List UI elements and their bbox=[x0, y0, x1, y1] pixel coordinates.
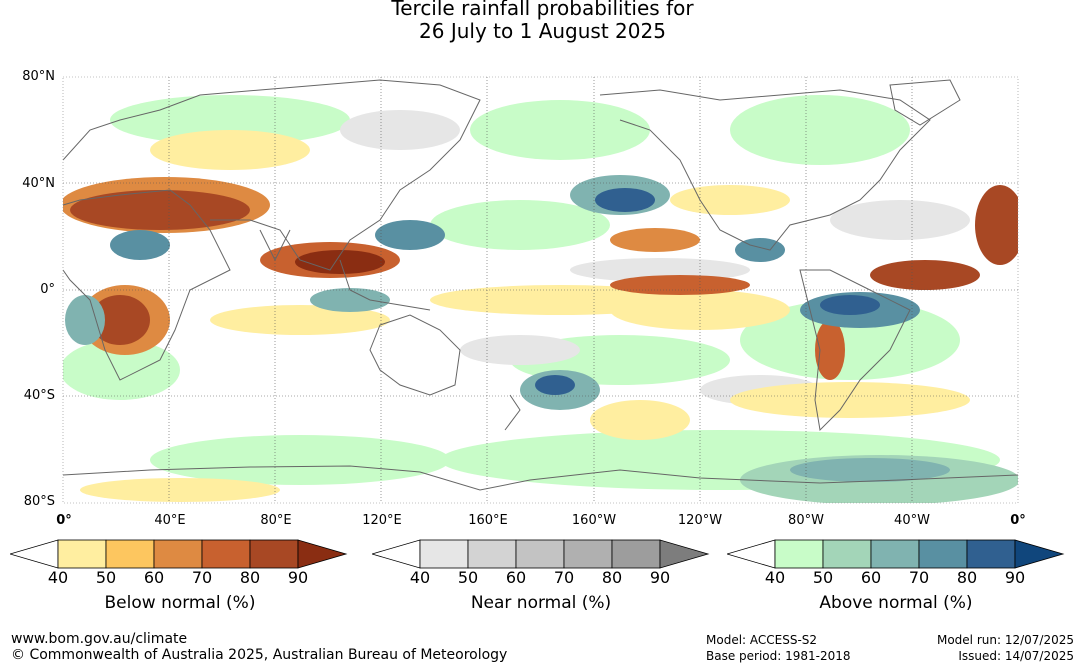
colorbar-segment bbox=[372, 539, 421, 569]
colorbar-tick-label: 60 bbox=[143, 568, 165, 587]
lat-label-40n: 40°N bbox=[22, 176, 55, 191]
map-title-line2: 26 July to 1 August 2025 bbox=[419, 19, 666, 43]
colorbar-tick-label: 80 bbox=[601, 568, 623, 587]
colorbar-tick-label: 70 bbox=[553, 568, 575, 587]
colorbar-segment bbox=[822, 539, 872, 569]
colorbar-tick-label: 80 bbox=[956, 568, 978, 587]
colorbar-segment bbox=[57, 539, 107, 569]
colorbar-segment bbox=[918, 539, 968, 569]
colorbar-tick-label: 70 bbox=[191, 568, 213, 587]
lat-label-80s: 80°S bbox=[23, 494, 55, 509]
lon-label-160w: 160°W bbox=[571, 513, 617, 528]
colorbar-segment bbox=[297, 539, 348, 569]
lat-label-0: 0° bbox=[40, 282, 55, 297]
colorbar-tick-label: 40 bbox=[47, 568, 69, 587]
colorbar-tick-label: 40 bbox=[764, 568, 786, 587]
colorbar-segment bbox=[105, 539, 155, 569]
lon-label-40w: 40°W bbox=[894, 513, 930, 528]
colorbar-segment bbox=[774, 539, 824, 569]
colorbar-segment bbox=[153, 539, 203, 569]
colorbar-below-normal bbox=[10, 539, 348, 569]
colorbar-tick-label: 60 bbox=[505, 568, 527, 587]
map-frame bbox=[62, 76, 1019, 504]
lon-label-0-right: 0° bbox=[1010, 513, 1026, 528]
colorbar-segment bbox=[515, 539, 565, 569]
footer-model-run: Model run: 12/07/2025 bbox=[936, 633, 1074, 647]
footer-copyright: © Commonwealth of Australia 2025, Austra… bbox=[11, 647, 508, 663]
colorbar-above-normal bbox=[727, 539, 1065, 569]
colorbar-tick-label: 90 bbox=[1004, 568, 1026, 587]
lat-label-40s: 40°S bbox=[23, 388, 55, 403]
lon-label-120w: 120°W bbox=[677, 513, 723, 528]
colorbar-tick-label: 50 bbox=[95, 568, 117, 587]
colorbar-near-normal bbox=[372, 539, 710, 569]
graticule bbox=[63, 77, 1018, 503]
lon-label-0-left: 0° bbox=[56, 513, 72, 528]
colorbar-segment bbox=[467, 539, 517, 569]
colorbar-tick-label: 90 bbox=[649, 568, 671, 587]
colorbar-tick-label: 70 bbox=[908, 568, 930, 587]
lon-label-80w: 80°W bbox=[788, 513, 824, 528]
footer-model: Model: ACCESS-S2 bbox=[706, 633, 818, 647]
colorbar-tick-label: 60 bbox=[860, 568, 882, 587]
colorbar-title-near: Near normal (%) bbox=[470, 593, 612, 613]
lon-label-120e: 120°E bbox=[362, 513, 402, 528]
colorbar-segment bbox=[611, 539, 661, 569]
footer-website: www.bom.gov.au/climate bbox=[11, 631, 188, 647]
footer-issued: Issued: 14/07/2025 bbox=[958, 649, 1074, 663]
lon-label-80e: 80°E bbox=[260, 513, 292, 528]
footer-base-period: Base period: 1981-2018 bbox=[706, 649, 851, 663]
colorbar-segment bbox=[201, 539, 251, 569]
lon-label-160e: 160°E bbox=[468, 513, 508, 528]
colorbar-segment bbox=[563, 539, 613, 569]
colorbar-segment bbox=[249, 539, 299, 569]
colorbar-segment bbox=[966, 539, 1016, 569]
colorbar-tick-label: 40 bbox=[409, 568, 431, 587]
colorbar-segment bbox=[727, 539, 776, 569]
colorbar-segment bbox=[10, 539, 59, 569]
colorbar-tick-label: 90 bbox=[287, 568, 309, 587]
lat-label-80n: 80°N bbox=[22, 69, 55, 84]
colorbar-tick-label: 80 bbox=[239, 568, 261, 587]
colorbar-tick-label: 50 bbox=[457, 568, 479, 587]
colorbar-segment bbox=[1014, 539, 1065, 569]
colorbar-segment bbox=[659, 539, 710, 569]
colorbar-tick-label: 50 bbox=[812, 568, 834, 587]
colorbar-title-above: Above normal (%) bbox=[819, 593, 973, 613]
map-title-line1: Tercile rainfall probabilities for bbox=[391, 0, 694, 20]
colorbar-title-below: Below normal (%) bbox=[104, 593, 256, 613]
probability-fields bbox=[63, 95, 1018, 503]
lon-label-40e: 40°E bbox=[154, 513, 186, 528]
colorbar-segment bbox=[870, 539, 920, 569]
colorbar-segment bbox=[419, 539, 469, 569]
